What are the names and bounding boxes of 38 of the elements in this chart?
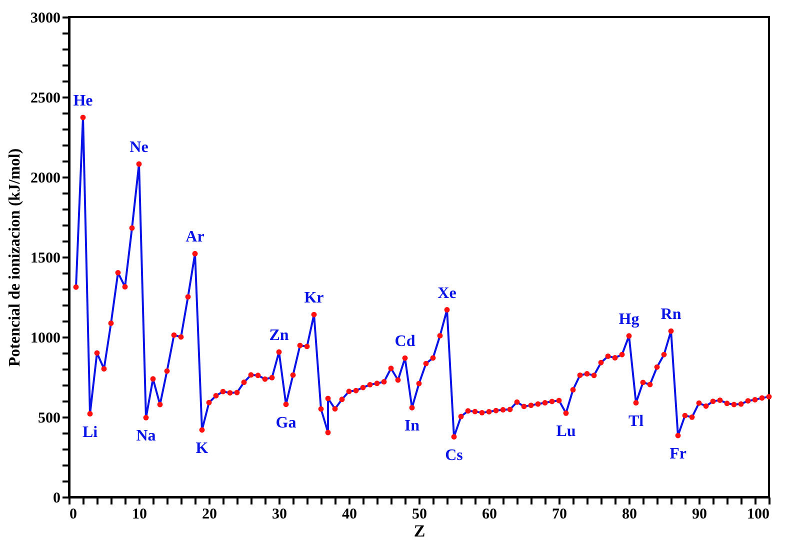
y-tick-label: 1000 xyxy=(30,330,60,346)
annotation: Ar xyxy=(186,228,204,246)
x-axis-title: Z xyxy=(414,522,426,540)
annotation: Ne xyxy=(130,139,148,156)
y-tick-label: 500 xyxy=(38,410,60,426)
annotation: Kr xyxy=(304,290,324,307)
annotation: Cd xyxy=(394,333,416,350)
x-tick-label: 30 xyxy=(272,506,287,522)
annotation: Zn xyxy=(269,327,289,344)
x-tick-label: 10 xyxy=(132,506,147,522)
x-tick-label: 0 xyxy=(70,506,77,522)
x-tick-label: 40 xyxy=(342,506,357,522)
annotation: Xe xyxy=(438,284,456,302)
x-tick-label: 20 xyxy=(202,506,217,522)
annotation: Lu xyxy=(556,423,576,440)
x-tick-label: 90 xyxy=(692,506,707,522)
annotation: Rn xyxy=(660,306,682,324)
annotation: He xyxy=(73,92,93,110)
annotation: Tl xyxy=(628,412,644,430)
annotation: Fr xyxy=(670,446,686,463)
annotation: K xyxy=(196,440,209,457)
x-tick-label: 50 xyxy=(412,506,427,522)
y-tick-label: 0 xyxy=(53,490,60,506)
annotation: Hg xyxy=(618,310,640,328)
x-tick-label: 80 xyxy=(622,506,637,522)
annotation: Cs xyxy=(445,446,463,464)
y-tick-label: 2000 xyxy=(30,170,60,186)
x-tick-label: 100 xyxy=(747,506,770,522)
annotation: Ga xyxy=(276,414,296,432)
annotation: Li xyxy=(82,424,98,441)
annotation: In xyxy=(404,418,420,435)
y-tick-label: 3000 xyxy=(30,10,60,26)
y-tick-label: 1500 xyxy=(30,250,60,266)
y-axis-title: Potencial de ionizacion (kJ/mol) xyxy=(6,148,24,367)
x-tick-label: 70 xyxy=(552,506,567,522)
x-tick-label: 60 xyxy=(482,506,497,522)
y-tick-label: 2500 xyxy=(30,90,60,106)
annotation: Na xyxy=(136,428,156,445)
